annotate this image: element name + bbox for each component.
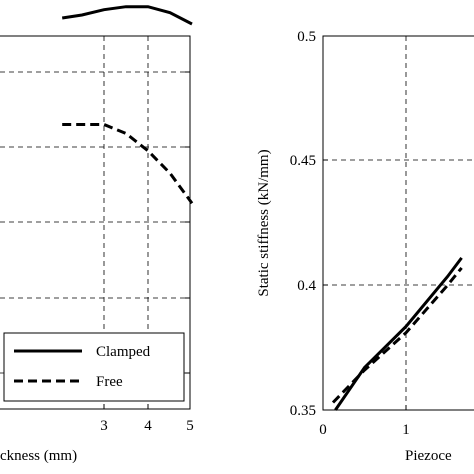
- left-panel: 3 4 5 ckness (mm) Clamped Free: [0, 5, 194, 464]
- right-series-clamped: [334, 256, 463, 411]
- left-x-tick-label: 3: [100, 418, 108, 434]
- left-ticks: [103, 71, 190, 409]
- right-x-tick-label: 0: [319, 422, 327, 438]
- left-x-tick-label: 4: [144, 418, 152, 434]
- left-series-clamped: [61, 5, 193, 26]
- left-series-group: [61, 5, 194, 205]
- right-y-tick-label: 0.5: [297, 29, 316, 45]
- legend: Clamped Free: [3, 332, 185, 402]
- legend-label-free: Free: [96, 374, 123, 390]
- right-axes-frame: [322, 35, 474, 411]
- right-series-group: [331, 256, 463, 411]
- legend-label-clamped: Clamped: [96, 344, 151, 360]
- left-series-free: [62, 123, 194, 205]
- right-grid: [323, 36, 474, 410]
- right-y-tick-label: 0.35: [290, 403, 316, 419]
- right-series-free: [331, 266, 463, 404]
- left-x-axis-label: ckness (mm): [0, 448, 77, 464]
- right-x-tick-label: 1: [402, 422, 410, 438]
- left-x-tick-label: 5: [186, 418, 194, 434]
- right-y-tick-label: 0.4: [297, 278, 316, 294]
- right-x-axis-label: Piezoce: [405, 448, 452, 464]
- right-panel: 0.5 0.45 0.4 0.35 0 1 Static stiffness (…: [256, 29, 474, 464]
- right-ticks: [323, 35, 407, 410]
- right-y-axis-label: Static stiffness (kN/mm): [256, 149, 272, 296]
- legend-box: [3, 332, 185, 402]
- right-y-tick-label: 0.45: [290, 153, 316, 169]
